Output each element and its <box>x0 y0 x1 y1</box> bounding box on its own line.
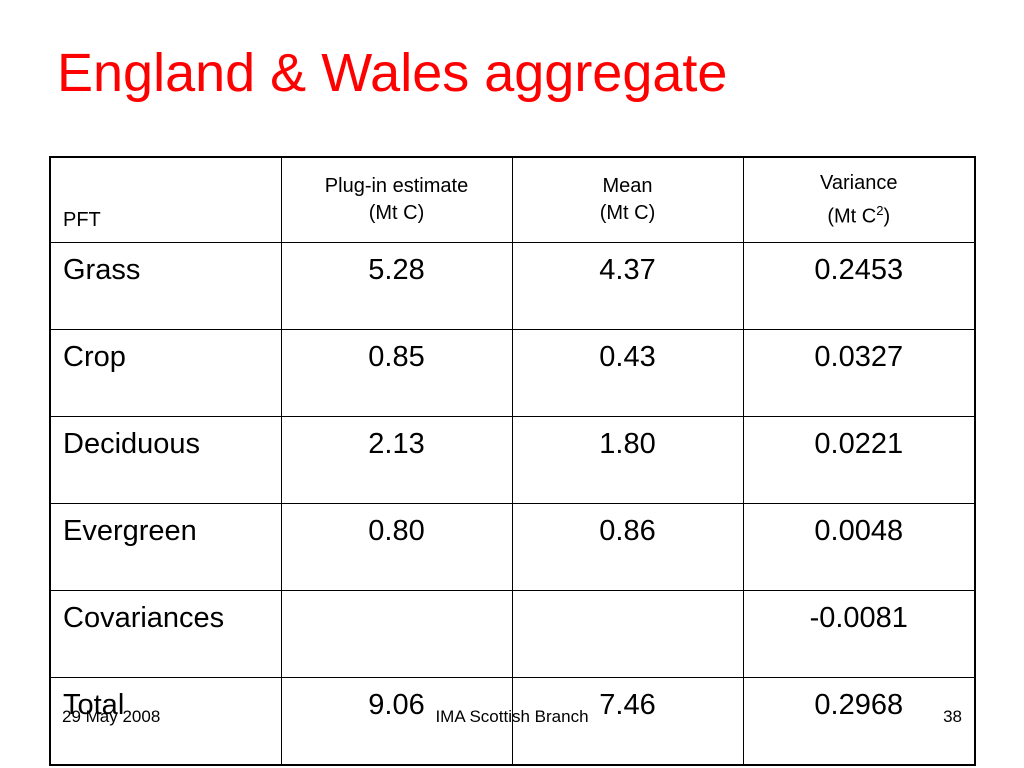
cell-plugin-estimate: 0.80 <box>280 503 513 591</box>
table-row-evergreen: Evergreen 0.80 0.86 0.0048 <box>49 503 976 591</box>
table-row-crop: Crop 0.85 0.43 0.0327 <box>49 329 976 417</box>
cell-plugin-estimate: 5.28 <box>280 242 513 330</box>
header-mean-unit: (Mt C) <box>599 202 656 224</box>
header-pft-label: PFT <box>63 209 101 231</box>
cell-plugin-estimate: 0.85 <box>280 329 513 417</box>
header-variance-unit: (Mt C2) <box>756 197 963 231</box>
cell-plugin-estimate <box>280 590 513 678</box>
cell-variance: 0.2453 <box>742 242 976 330</box>
cell-variance: 0.0048 <box>742 503 976 591</box>
header-mean: Mean (Mt C) <box>511 156 744 243</box>
header-pft: PFT <box>49 156 282 243</box>
cell-pft: Crop <box>49 329 282 417</box>
header-plugin-estimate: Plug-in estimate (Mt C) <box>280 156 513 243</box>
header-plugin-estimate-unit: (Mt C) <box>368 202 425 224</box>
header-variance-title: Variance <box>820 171 898 194</box>
header-plugin-estimate-title: Plug-in estimate <box>324 175 469 197</box>
header-mean-title: Mean <box>602 175 653 197</box>
table-header-row: PFT Plug-in estimate (Mt C) Mean (Mt C) … <box>49 156 976 243</box>
cell-pft: Total <box>49 677 282 766</box>
cell-mean: 0.43 <box>511 329 744 417</box>
cell-mean <box>511 590 744 678</box>
cell-plugin-estimate: 9.06 <box>280 677 513 766</box>
table-row-grass: Grass 5.28 4.37 0.2453 <box>49 242 976 330</box>
footer-date: 29 May 2008 <box>62 707 161 726</box>
cell-mean: 7.46 <box>511 677 744 766</box>
cell-plugin-estimate: 2.13 <box>280 416 513 504</box>
cell-pft: Deciduous <box>49 416 282 504</box>
header-variance: Variance (Mt C2) <box>742 156 976 243</box>
cell-variance: 0.2968 <box>742 677 976 766</box>
cell-variance: 0.0221 <box>742 416 976 504</box>
pft-aggregate-table: PFT Plug-in estimate (Mt C) Mean (Mt C) … <box>49 156 976 766</box>
cell-mean: 4.37 <box>511 242 744 330</box>
slide-title: England & Wales aggregate <box>57 43 728 103</box>
cell-variance: 0.0327 <box>742 329 976 417</box>
cell-pft: Evergreen <box>49 503 282 591</box>
cell-variance: -0.0081 <box>742 590 976 678</box>
header-variance-unit-exponent: 2 <box>876 202 884 218</box>
cell-mean: 0.86 <box>511 503 744 591</box>
header-variance-unit-suffix: ) <box>883 205 891 228</box>
header-variance-unit-prefix: (Mt C <box>827 205 877 228</box>
table-row-covariances: Covariances -0.0081 <box>49 590 976 678</box>
footer-organization: IMA Scottish Branch <box>435 707 589 726</box>
cell-pft: Covariances <box>49 590 282 678</box>
table-row-deciduous: Deciduous 2.13 1.80 0.0221 <box>49 416 976 504</box>
footer-page-number: 38 <box>943 707 962 726</box>
table-row-total: Total 9.06 7.46 0.2968 <box>49 677 976 766</box>
cell-mean: 1.80 <box>511 416 744 504</box>
cell-pft: Grass <box>49 242 282 330</box>
